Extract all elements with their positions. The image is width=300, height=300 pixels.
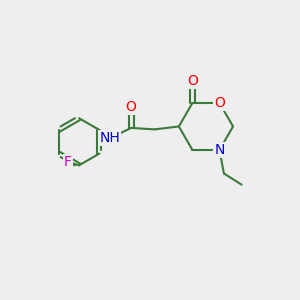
Text: O: O [214,96,225,110]
Text: N: N [214,143,225,157]
Text: F: F [64,155,72,169]
Text: O: O [187,74,198,88]
Text: O: O [126,100,136,114]
Text: NH: NH [100,131,120,145]
